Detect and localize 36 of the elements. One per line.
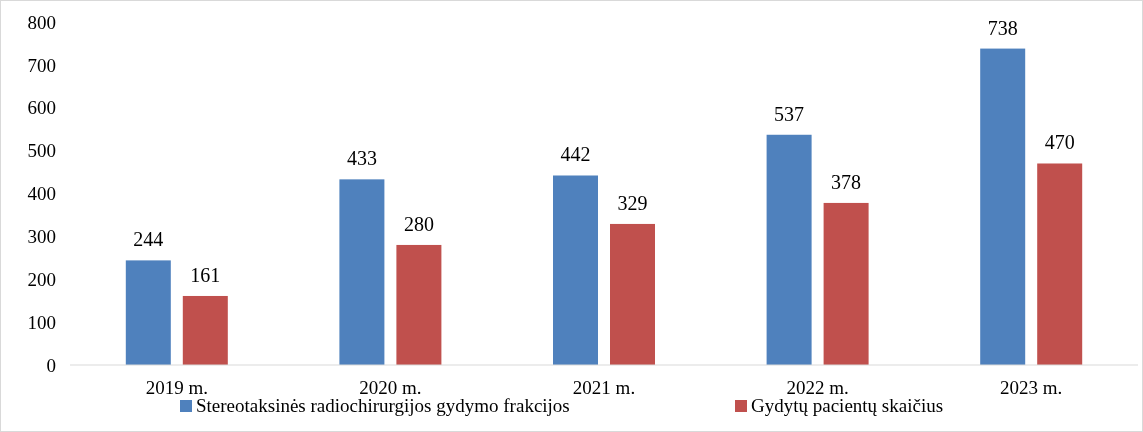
data-label: 329	[617, 191, 648, 214]
x-tick-label: 2020 m.	[359, 377, 422, 398]
bar	[766, 134, 812, 365]
data-label: 244	[133, 228, 164, 251]
legend-label: Gydytų pacientų skaičius	[751, 395, 944, 416]
y-tick-label: 800	[27, 11, 56, 33]
y-tick-label: 0	[46, 354, 56, 376]
x-tick-label: 2023 m.	[1000, 377, 1063, 398]
bar	[125, 260, 171, 365]
legend-label: Stereotaksinės radiochirurgijos gydymo frakcijos	[196, 395, 570, 416]
y-tick-label: 100	[27, 311, 56, 333]
data-label: 161	[190, 263, 221, 286]
bar	[823, 202, 869, 365]
bar	[553, 175, 598, 365]
data-label: 738	[987, 16, 1018, 39]
bar	[339, 179, 385, 365]
data-label: 433	[346, 147, 377, 170]
y-tick-label: 200	[27, 268, 56, 290]
bar	[182, 295, 228, 365]
y-tick-label: 700	[27, 54, 56, 76]
data-label: 280	[403, 212, 434, 235]
data-label: 442	[560, 143, 591, 166]
x-tick-label: 2019 m.	[145, 377, 208, 398]
y-tick-label: 400	[27, 183, 56, 205]
x-tick-label: 2021 m.	[572, 377, 636, 398]
x-tick-label: 2022 m.	[786, 377, 849, 398]
data-label: 470	[1044, 131, 1075, 154]
bar	[1037, 163, 1083, 365]
data-label: 378	[831, 170, 862, 193]
bar	[396, 244, 442, 365]
bar	[980, 48, 1026, 365]
data-label: 537	[774, 102, 805, 125]
y-tick-label: 500	[27, 140, 56, 162]
y-tick-label: 300	[27, 226, 56, 248]
y-tick-label: 600	[27, 97, 56, 119]
bar	[610, 223, 655, 365]
